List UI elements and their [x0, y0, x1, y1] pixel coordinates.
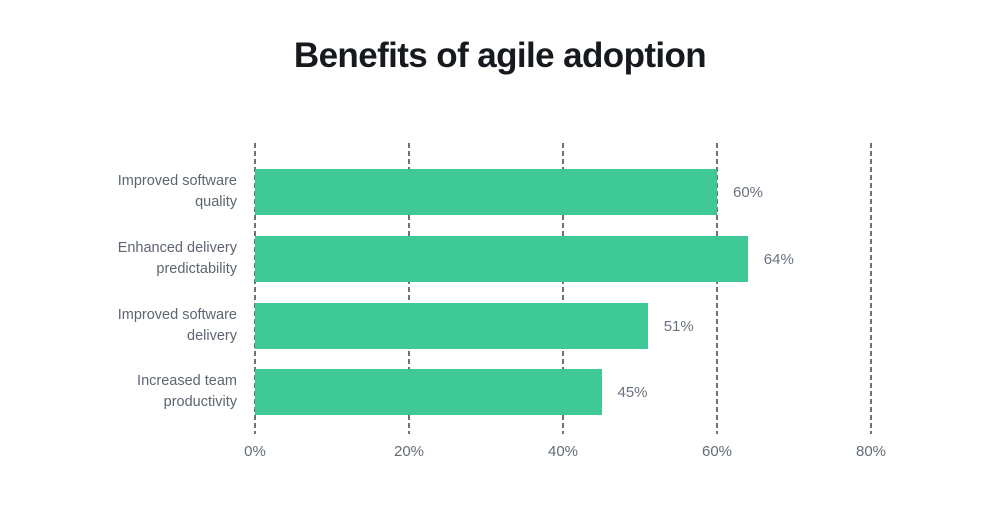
- category-labels-layer: Improved software quality Enhanced delive…: [87, 143, 237, 434]
- gridline-0: [254, 143, 256, 434]
- bar: [255, 236, 748, 282]
- gridlines-layer: [254, 143, 872, 434]
- plot-area: 60% 64% 51% 45% Improved software quality En…: [118, 143, 886, 460]
- category-label: Increased team productivity: [137, 373, 237, 410]
- gridline-40: [562, 143, 564, 434]
- bar-row: 60%: [255, 169, 871, 215]
- x-tick-label: 0%: [244, 443, 266, 460]
- bar: [255, 303, 648, 349]
- gridline-60: [716, 143, 718, 434]
- category-label: Enhanced delivery predictability: [117, 240, 237, 277]
- bar-value-label: 60%: [733, 183, 764, 201]
- bar-value-label: 64%: [763, 250, 794, 268]
- x-tick-label: 20%: [393, 443, 425, 460]
- x-tick-label: 60%: [701, 443, 733, 460]
- bar-value-label: 45%: [617, 383, 648, 401]
- x-axis-ticks-layer: 0% 20% 40% 60% 80%: [244, 143, 886, 460]
- chart-title: Benefits of agile adoption: [293, 36, 707, 75]
- bar-row: 45%: [255, 369, 871, 415]
- x-tick-label: 40%: [547, 443, 579, 460]
- bars-layer: 60% 64% 51% 45%: [255, 143, 871, 434]
- bar-value-label: 51%: [663, 317, 694, 335]
- category-label: Improved software quality: [117, 173, 237, 210]
- x-tick-label: 80%: [855, 443, 887, 460]
- gridline-20: [408, 143, 410, 434]
- bar: [255, 169, 717, 215]
- gridline-80: [870, 143, 872, 434]
- bar: [255, 369, 602, 415]
- bar-row: 51%: [255, 303, 871, 349]
- category-label: Improved software delivery: [117, 307, 237, 344]
- bar-row: 64%: [255, 236, 871, 282]
